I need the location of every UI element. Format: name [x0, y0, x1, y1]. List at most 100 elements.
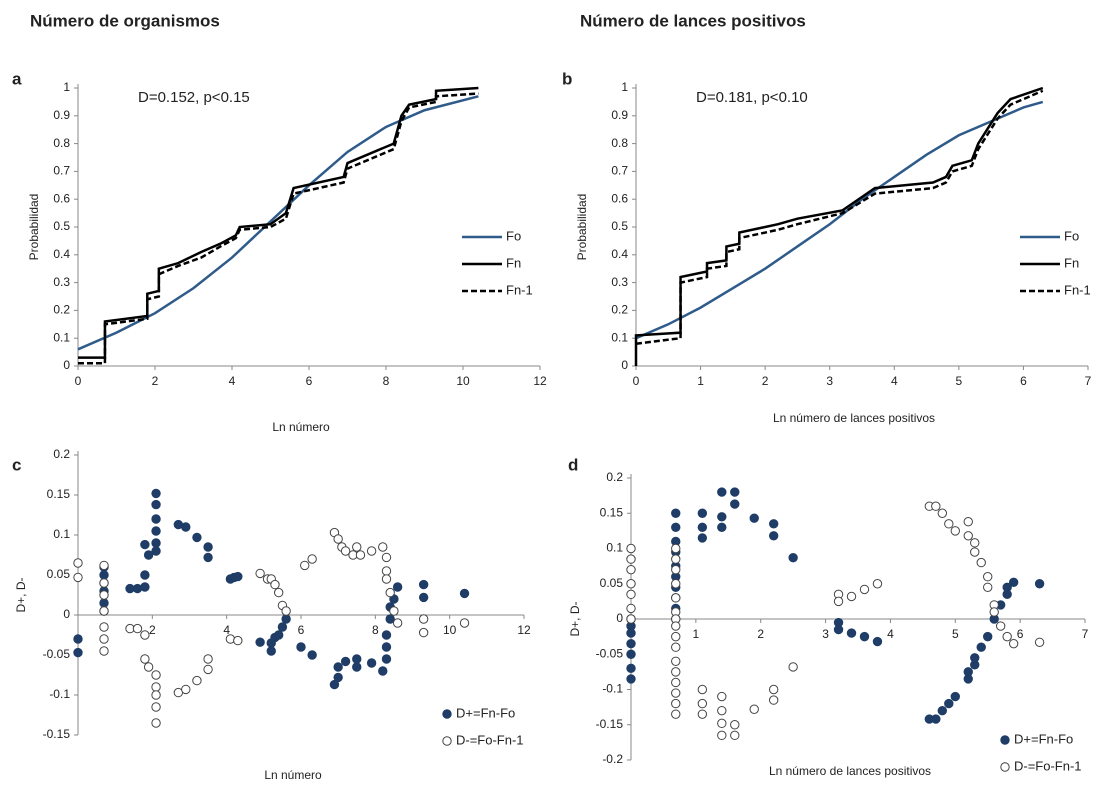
x-tick-label: 4 [891, 374, 898, 388]
point [203, 664, 213, 675]
point [355, 550, 366, 560]
point [697, 684, 708, 695]
panel-title: Número de lances positivos [580, 11, 806, 30]
x-tick-label: 12 [517, 623, 531, 637]
point [366, 658, 377, 668]
panel-title: Número de organismos [30, 11, 220, 30]
point [768, 531, 779, 541]
x-tick-label: 3 [822, 627, 829, 641]
point [626, 543, 636, 554]
x-tick-label: 10 [456, 374, 470, 388]
x-tick-label: 6 [298, 623, 305, 637]
point [937, 705, 948, 716]
point [963, 667, 973, 677]
point [671, 677, 681, 688]
point [392, 618, 403, 628]
y-tick-label: 0.05 [47, 567, 71, 581]
point [671, 698, 681, 709]
point [983, 572, 993, 582]
point [281, 614, 291, 624]
point [151, 702, 161, 712]
point [970, 653, 980, 663]
point [671, 593, 681, 603]
legend-swatch [1000, 762, 1010, 772]
x-axis-title: Ln número [264, 768, 322, 782]
point [626, 579, 636, 589]
legend-label: Fo [1064, 228, 1079, 243]
point [730, 499, 740, 509]
point [333, 672, 343, 683]
y-axis-title: Probabilidad [575, 194, 589, 261]
y-tick-label: 0.4 [611, 247, 628, 261]
point [995, 621, 1006, 631]
y-tick-label: 1 [63, 80, 70, 94]
cdf-line [77, 95, 479, 351]
x-tick-label: 3 [826, 374, 833, 388]
point [385, 614, 395, 624]
point [418, 614, 429, 624]
point [983, 631, 993, 642]
y-tick-label: 0.9 [611, 108, 628, 122]
point [626, 554, 636, 564]
point [671, 631, 681, 642]
point [203, 552, 213, 563]
annotation: D=0.181, p<0.10 [696, 89, 808, 106]
y-tick-label: 0.6 [53, 191, 70, 205]
point [730, 487, 740, 497]
point [671, 656, 681, 666]
point [389, 606, 399, 616]
y-tick-label: 0.5 [611, 219, 628, 233]
cdf-line [78, 86, 479, 359]
point [1008, 638, 1019, 649]
point [151, 546, 161, 556]
legend-label: Fo [506, 228, 521, 243]
point [381, 574, 392, 584]
point [788, 552, 798, 563]
y-tick-label: 0.4 [53, 247, 70, 261]
x-tick-label: 2 [762, 374, 769, 388]
point [181, 684, 191, 695]
point [73, 558, 83, 568]
point [151, 690, 161, 700]
point [99, 622, 109, 632]
y-tick-label: -0.1 [602, 682, 623, 696]
point [697, 709, 708, 719]
point [140, 570, 150, 580]
legend-swatch [442, 709, 452, 719]
point [151, 526, 161, 536]
point [300, 560, 310, 571]
point [99, 606, 109, 616]
point [99, 570, 109, 580]
point [459, 618, 470, 628]
point [418, 627, 429, 638]
x-tick-label: 7 [1085, 374, 1092, 388]
point [73, 634, 83, 644]
point [950, 691, 960, 702]
y-tick-label: 0.6 [611, 191, 628, 205]
y-tick-label: 0.2 [611, 303, 628, 317]
legend-label: Fn [1064, 255, 1079, 270]
point [99, 560, 109, 571]
y-tick-label: 0 [616, 611, 623, 625]
x-tick-label: 2 [149, 623, 156, 637]
x-axis-title: Ln número de lances positivos [769, 764, 931, 778]
y-tick-label: 0 [621, 358, 628, 372]
legend-swatch [1000, 735, 1010, 745]
point [976, 557, 986, 568]
point [626, 603, 636, 614]
y-tick-label: 0.15 [600, 505, 624, 519]
point [385, 587, 395, 598]
point [140, 654, 150, 664]
point [1002, 631, 1012, 642]
point [944, 519, 954, 529]
point [381, 566, 392, 576]
point [833, 596, 844, 607]
point [626, 663, 636, 674]
point [73, 572, 83, 583]
x-tick-label: 5 [956, 374, 963, 388]
panel-label: b [562, 69, 572, 88]
point [233, 635, 243, 646]
point [181, 522, 191, 532]
point [1002, 582, 1012, 592]
y-tick-label: 0 [63, 607, 70, 621]
